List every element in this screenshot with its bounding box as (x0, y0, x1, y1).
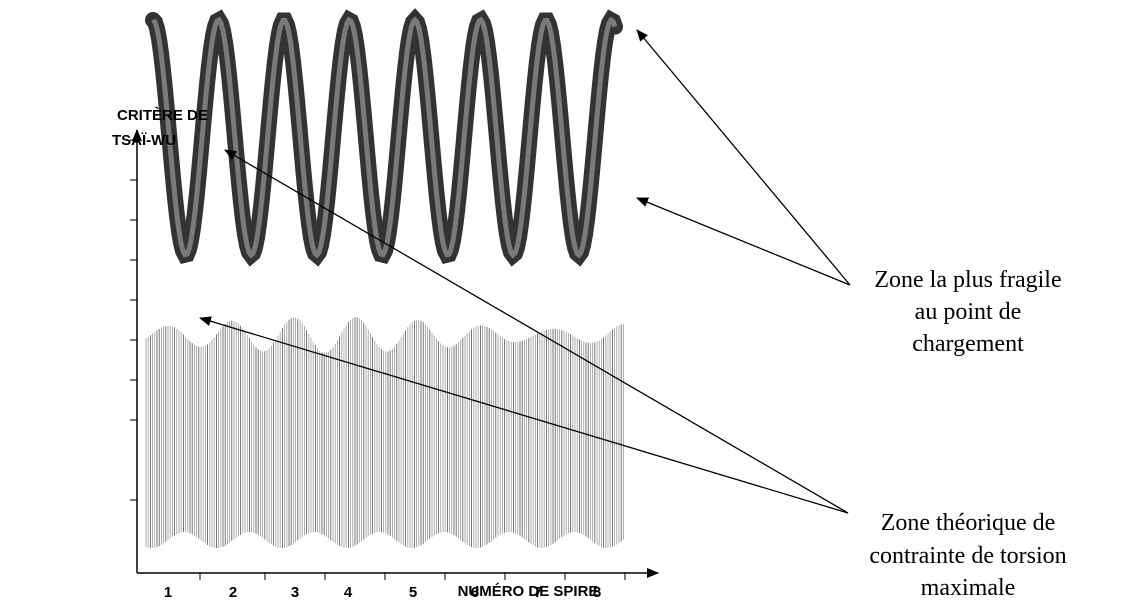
annotation-line: contrainte de torsion (869, 543, 1066, 569)
x-tick-label: 1 (164, 584, 172, 601)
arrow (636, 197, 851, 286)
annotation-line: au point de (915, 299, 1022, 325)
annotation-line: chargement (912, 331, 1024, 357)
y-axis-label: CRITÈRE DE (117, 107, 208, 124)
annotation: Zone la plus fragile au point de chargem… (874, 267, 1061, 357)
arrow (224, 149, 849, 514)
x-tick-label: 2 (229, 584, 237, 601)
annotation-line: Zone théorique de (881, 510, 1056, 536)
x-tick-label: 6 (471, 584, 479, 601)
annotation-line: Zone la plus fragile (874, 267, 1061, 293)
arrows (199, 29, 851, 514)
x-tick-label: 4 (344, 584, 353, 601)
x-tick-label: 7 (534, 584, 542, 601)
x-ticks: 1 2 3 4 5 6 7 8 (164, 573, 626, 601)
arrow (199, 316, 849, 514)
spring (145, 8, 623, 267)
x-tick-label: 3 (291, 584, 299, 601)
x-tick-label: 8 (593, 584, 601, 601)
x-axis-label: NUMÉRO DE SPIRE (458, 583, 599, 600)
y-axis-label: TSAÏ-WU (112, 132, 176, 149)
annotation-line: maximale (921, 575, 1016, 601)
y-ticks (130, 139, 137, 501)
signal-hatching (145, 317, 624, 548)
annotation: Zone théorique de contrainte de torsion … (869, 510, 1066, 601)
spring-highlight (151, 16, 618, 259)
arrow (636, 29, 851, 286)
x-tick-label: 5 (409, 584, 417, 601)
